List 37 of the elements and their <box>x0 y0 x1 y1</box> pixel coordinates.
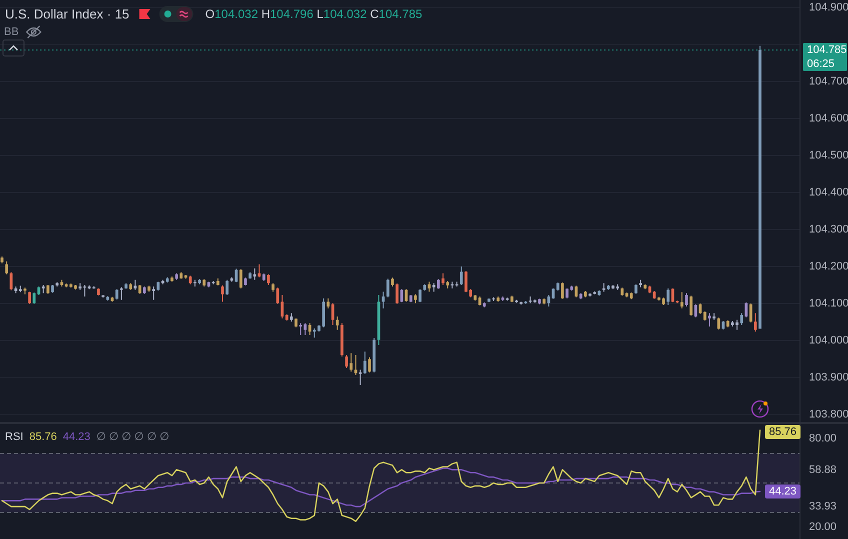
y-tick-label: 103.900 <box>809 372 848 384</box>
annotation: ∅ ∅ ∅ ∅ ∅ ∅ <box>96 431 170 443</box>
y-tick-label: 104.600 <box>809 112 848 124</box>
y-tick-label: 58.88 <box>809 464 837 476</box>
annotation: BB <box>4 26 19 38</box>
candlestick <box>120 287 123 300</box>
y-tick-label: 104.700 <box>809 75 848 88</box>
line-series <box>1 430 761 522</box>
candlestick <box>152 286 156 300</box>
line-series <box>1 468 761 508</box>
data-label: 44.23 <box>769 485 797 498</box>
annotation: 44.23 <box>62 431 90 443</box>
candlestick <box>358 370 362 385</box>
candlestick <box>24 288 26 294</box>
data-label: 85.76 <box>769 426 797 438</box>
text: 06:25 <box>807 58 835 70</box>
annotation: 85.76 <box>29 431 57 443</box>
y-tick-label: 103.800 <box>809 408 848 421</box>
candlestick <box>78 283 82 290</box>
y-tick-label: 104.400 <box>809 186 848 198</box>
y-tick-label: 104.500 <box>809 149 848 162</box>
y-tick-label: 33.93 <box>809 500 837 513</box>
candlestick <box>299 323 302 336</box>
y-tick-label: 80.00 <box>809 432 837 445</box>
y-tick-label: 20.00 <box>809 521 837 534</box>
y-tick-label: 104.000 <box>809 334 848 347</box>
y-tick-label: 104.900 <box>809 1 848 14</box>
candlestick <box>639 280 642 288</box>
candlestick <box>432 283 436 292</box>
y-tick-label: 104.300 <box>809 224 848 236</box>
text: O104.032 H104.796 L104.032 C104.785 <box>205 7 423 21</box>
candlestick <box>712 313 716 320</box>
text: RSI <box>5 431 24 443</box>
text: U.S. Dollar Index · 15 <box>5 6 130 22</box>
y-tick-label: 104.200 <box>809 260 848 273</box>
y-tick-label: 104.100 <box>809 298 848 310</box>
ref-line-label: 104.785 <box>807 44 847 56</box>
